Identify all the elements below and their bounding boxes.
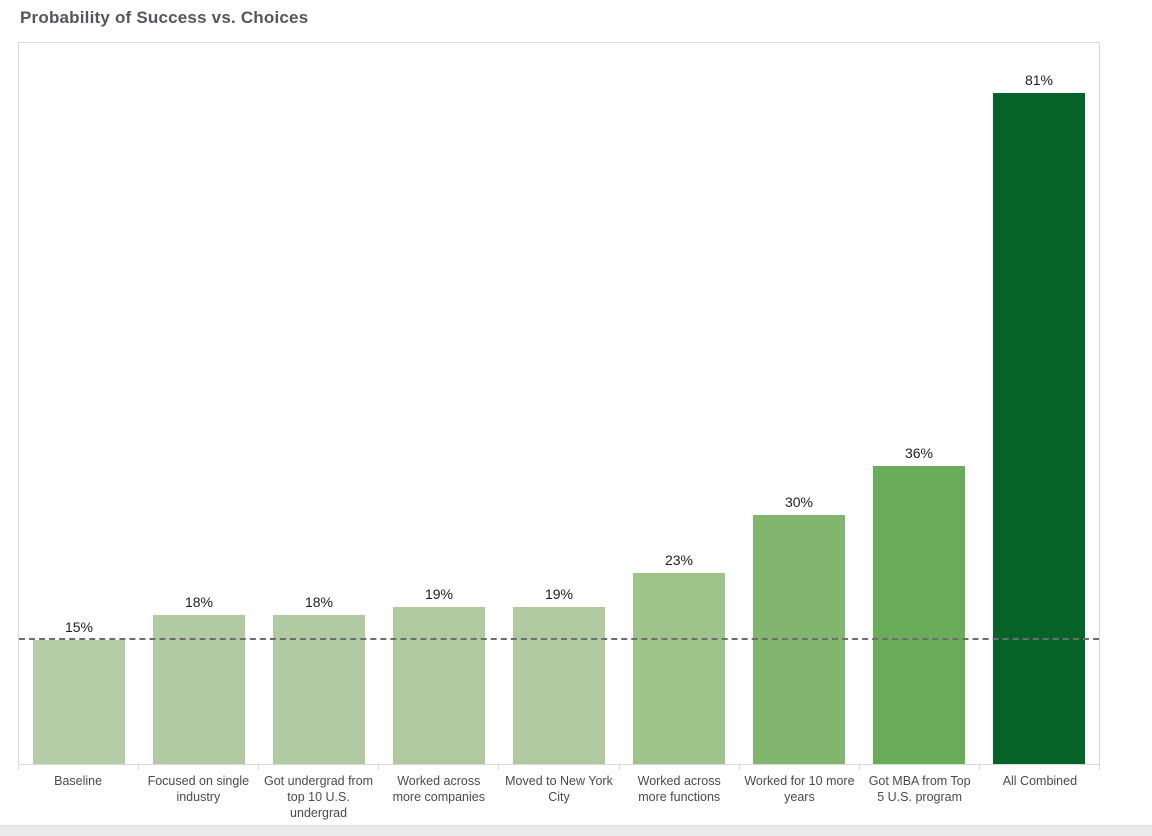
bar-value-label: 15%	[64, 619, 94, 635]
x-axis-label: Moved to New York City	[505, 774, 613, 804]
bar-slot: 23%	[619, 43, 739, 764]
bar-slot: 36%	[859, 43, 979, 764]
bar-value-label: 36%	[904, 445, 934, 461]
bar-slot: 81%	[979, 43, 1099, 764]
bar[interactable]	[393, 607, 485, 764]
x-axis-tick	[860, 765, 980, 770]
x-axis-label: Focused on single industry	[147, 774, 250, 804]
bar[interactable]	[33, 640, 125, 764]
x-axis-label: Worked across more functions	[637, 774, 721, 804]
bar[interactable]	[273, 615, 365, 764]
bar-value-label: 30%	[784, 494, 814, 510]
x-axis-label: Worked across more companies	[392, 774, 485, 804]
bar[interactable]	[513, 607, 605, 764]
x-axis-tick	[499, 765, 620, 770]
x-axis-label: Worked for 10 more years	[744, 774, 855, 804]
bar-slot: 19%	[379, 43, 499, 764]
bar-slot: 30%	[739, 43, 859, 764]
bars-container: 15% 18% 18% 19% 19% 23% 30% 36% 81%	[19, 43, 1099, 764]
bar-slot: 15%	[19, 43, 139, 764]
bar-value-label: 18%	[304, 594, 334, 610]
plot-area: 15% 18% 18% 19% 19% 23% 30% 36% 81%	[18, 42, 1100, 765]
bar-slot: 18%	[139, 43, 259, 764]
x-axis-tick	[19, 765, 140, 770]
bar[interactable]	[993, 93, 1085, 764]
bar[interactable]	[873, 466, 965, 764]
x-axis-label: Got MBA from Top 5 U.S. program	[868, 774, 971, 804]
x-axis-ticks	[18, 765, 1100, 770]
window-bottom-strip	[0, 825, 1152, 836]
bar-slot: 19%	[499, 43, 619, 764]
x-axis-tick	[259, 765, 380, 770]
baseline-reference-line	[19, 637, 1099, 640]
x-axis-label: Baseline	[54, 774, 103, 788]
bar-value-label: 19%	[544, 586, 574, 602]
x-axis-tick	[980, 765, 1100, 770]
x-axis-labels: Baseline Focused on single industry Got un…	[18, 773, 1100, 821]
chart-title: Probability of Success vs. Choices	[20, 8, 309, 27]
bar-value-label: 81%	[1024, 72, 1054, 88]
bar-value-label: 18%	[184, 594, 214, 610]
bar-value-label: 19%	[424, 586, 454, 602]
bar-slot: 18%	[259, 43, 379, 764]
bar[interactable]	[153, 615, 245, 764]
x-axis-tick	[620, 765, 740, 770]
x-axis-label: Got undergrad from top 10 U.S. undergrad	[264, 774, 374, 820]
x-axis-tick	[139, 765, 260, 770]
x-axis-label: All Combined	[1002, 774, 1078, 788]
bar-value-label: 23%	[664, 552, 694, 568]
x-axis-tick	[740, 765, 860, 770]
bar[interactable]	[633, 573, 725, 764]
x-axis-tick	[379, 765, 500, 770]
